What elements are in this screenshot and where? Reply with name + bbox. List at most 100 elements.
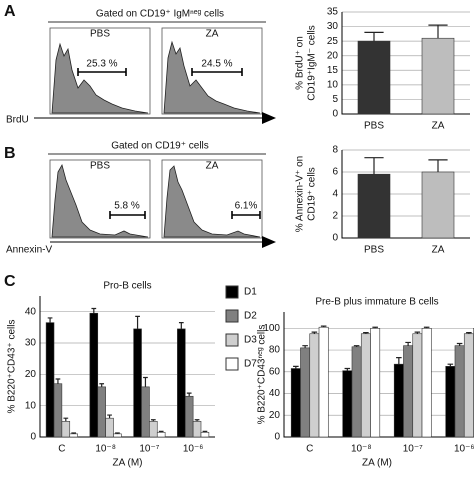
histogram-label: ZA	[206, 161, 219, 172]
bar	[177, 329, 185, 437]
x-tick-label: 10⁻⁶	[183, 444, 204, 455]
x-tick-label: 10⁻⁷	[139, 444, 159, 455]
error-bar	[457, 344, 463, 346]
panel-letter: A	[4, 3, 16, 20]
bar	[54, 384, 62, 437]
x-tick-label: C	[306, 444, 313, 455]
axis-label: BrdU	[6, 115, 29, 126]
y-tick-label: 20	[327, 50, 339, 61]
arrow-head	[262, 112, 276, 124]
panel-letter: B	[4, 145, 16, 162]
y-tick-label: 10	[25, 400, 37, 411]
y-axis-label: % B220⁺CD43ⁿᵉᵍ cells	[257, 325, 268, 425]
error-bar	[48, 318, 53, 323]
y-tick-label: 2	[332, 211, 338, 222]
y-tick-label: 15	[327, 65, 339, 76]
bar	[201, 432, 209, 437]
x-tick-label: PBS	[364, 245, 384, 256]
bar	[455, 346, 464, 437]
gate-value: 6.1%	[235, 201, 258, 212]
bar	[98, 387, 106, 437]
bar	[70, 434, 78, 437]
error-bar	[99, 384, 104, 387]
error-bar	[107, 415, 112, 418]
bar	[394, 364, 403, 437]
gate-bar	[232, 211, 260, 219]
bar	[319, 327, 328, 437]
y-tick-label: 0	[274, 432, 280, 443]
y-tick-label: 20	[269, 410, 281, 421]
error-bar	[302, 346, 308, 348]
y-tick-label: 0	[30, 432, 36, 443]
y-tick-label: 4	[332, 189, 338, 200]
bar	[422, 172, 454, 238]
axis-label: Annexin-V	[6, 245, 52, 256]
legend-label: D3	[244, 335, 257, 346]
bar	[46, 323, 54, 437]
error-bar	[187, 393, 192, 396]
x-tick-label: 10⁻⁶	[454, 444, 474, 455]
legend-label: D7	[244, 359, 257, 370]
bar	[291, 369, 300, 437]
bar	[343, 371, 352, 437]
bar	[371, 328, 380, 437]
error-bar	[63, 418, 68, 421]
bar	[193, 421, 201, 437]
bar	[403, 346, 412, 437]
error-bar	[405, 342, 411, 345]
y-tick-label: 0	[332, 109, 338, 120]
y-tick-label: 40	[269, 388, 281, 399]
error-bar	[428, 25, 447, 38]
y-axis-label: CD19⁺IgM⁻ cells	[307, 25, 318, 101]
error-bar	[135, 316, 140, 329]
legend-swatch	[226, 310, 238, 322]
bar	[185, 396, 193, 437]
chart-title: Pre-B plus immature B cells	[315, 297, 438, 308]
histogram-label: ZA	[206, 29, 219, 40]
x-tick-label: PBS	[364, 121, 384, 132]
gate-label: Gated on CD19⁺ IgMⁿᵉᵍ cells	[96, 9, 224, 20]
histogram-label: PBS	[90, 161, 110, 172]
x-axis-label: ZA (M)	[113, 458, 143, 469]
error-bar	[293, 366, 299, 368]
gate-bar	[110, 211, 145, 219]
x-tick-label: ZA	[432, 121, 445, 132]
histogram-label: PBS	[90, 29, 110, 40]
x-tick-label: ZA	[432, 245, 445, 256]
bar	[358, 174, 390, 238]
error-bar	[364, 32, 383, 41]
error-bar	[179, 323, 184, 329]
y-tick-label: 60	[269, 366, 281, 377]
bar	[413, 334, 422, 437]
y-tick-label: 5	[332, 94, 338, 105]
bar	[142, 387, 150, 437]
x-tick-label: 10⁻⁸	[95, 444, 116, 455]
y-axis-label: % B220⁺CD43⁺ cells	[7, 320, 18, 414]
y-tick-label: 25	[327, 36, 339, 47]
y-tick-label: 30	[327, 21, 339, 32]
y-axis-label: % BrdU⁺ on	[295, 36, 306, 90]
y-tick-label: 10	[327, 79, 339, 90]
bar	[446, 366, 455, 437]
x-tick-label: C	[58, 444, 65, 455]
y-tick-label: 35	[327, 7, 339, 18]
bar	[310, 334, 319, 437]
bar	[358, 41, 390, 114]
gate-label: Gated on CD19⁺ cells	[111, 141, 209, 152]
legend-swatch	[226, 286, 238, 298]
x-tick-label: 10⁻⁷	[403, 444, 423, 455]
error-bar	[448, 364, 454, 366]
bar	[422, 328, 431, 437]
y-tick-label: 30	[25, 338, 37, 349]
bar	[106, 418, 114, 437]
arrow-head	[262, 236, 276, 248]
bar	[300, 348, 309, 437]
bar	[134, 329, 142, 437]
gate-value: 24.5 %	[201, 59, 232, 70]
bar	[114, 434, 122, 437]
error-bar	[345, 369, 351, 371]
bar	[90, 313, 98, 437]
y-axis-label: % Annexin-V⁺ on	[295, 156, 306, 232]
